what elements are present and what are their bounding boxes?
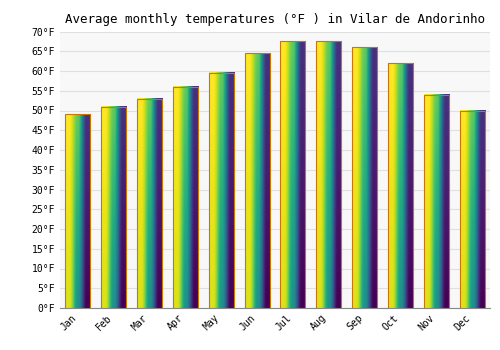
Bar — [316, 41, 342, 308]
Title: Average monthly temperatures (°F ) in Vilar de Andorinho: Average monthly temperatures (°F ) in Vi… — [65, 13, 485, 26]
Bar — [244, 53, 270, 308]
Bar — [352, 47, 377, 308]
Bar — [424, 95, 449, 308]
Bar — [388, 63, 413, 308]
Bar — [280, 41, 305, 308]
Bar — [173, 87, 198, 308]
Bar — [208, 73, 234, 308]
Bar — [101, 106, 126, 308]
Bar — [66, 114, 90, 308]
Bar — [460, 111, 484, 308]
Bar — [137, 99, 162, 308]
